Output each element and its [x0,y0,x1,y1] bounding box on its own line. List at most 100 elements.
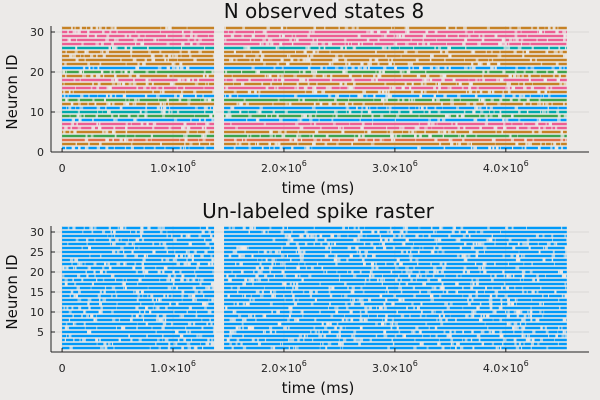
spike-gap [329,102,332,106]
spike-gap [194,82,199,86]
spike-gap [120,70,123,74]
spike-gap [225,94,226,98]
spike-gap [478,34,481,38]
spike-gap [175,254,178,258]
spike-gap [110,274,115,278]
spike-gap [166,34,168,38]
spike-gap [427,290,430,294]
spike-gap [213,110,216,114]
spike-gap [341,318,345,322]
spike-gap [508,274,512,278]
spike-gap [139,110,142,114]
spike-gap [243,46,247,50]
spike-gap [418,74,420,78]
spike-gap [199,118,201,122]
spike-gap [479,302,482,306]
spike-gap [228,254,232,258]
spike-gap [200,278,204,282]
spike-gap [477,42,479,46]
spike-gap [151,82,154,86]
spike-gap [225,306,228,310]
spike-gap [263,230,266,234]
spike-gap [368,298,372,302]
spike-gap [127,238,129,242]
spike-gap [559,74,561,78]
spike-gap [400,314,405,318]
spike-gap [523,254,526,258]
spike-gap [237,94,239,98]
spike-gap [68,334,70,338]
spike-gap [135,306,139,310]
spike-gap [529,94,531,98]
spike-gap [417,250,420,254]
spike-gap [194,34,198,38]
spike-gap [441,310,444,314]
spike-gap [509,26,512,30]
spike-gap [317,42,318,46]
spike-gap [525,226,527,230]
spike-gap [163,266,168,270]
spike-gap [400,134,402,138]
spike-gap [277,78,278,82]
spike-gap [564,294,568,298]
spike-gap [106,110,111,114]
spike-gap [299,118,301,122]
spike-gap [113,346,115,350]
spike-gap [195,346,197,350]
spike-gap [111,286,116,290]
spike-gap [513,50,517,54]
spike-gap [428,234,431,238]
spike-gap [527,334,528,338]
spike-gap [518,94,522,98]
spike-gap [360,230,363,234]
spike-gap [270,42,274,46]
spike-gap [364,278,367,282]
spike-gap [502,70,506,74]
spike-gap [427,278,431,282]
spike-gap [138,338,142,342]
spike-gap [310,62,312,66]
spike-gap [361,134,365,138]
spike-gap [451,122,453,126]
spike-gap [486,26,490,30]
spike-gap [307,230,309,234]
spike-gap [297,130,299,134]
spike-gap [420,106,424,110]
spike-gap [65,98,69,102]
spike-gap [104,286,107,290]
y-tick-label: 10 [30,106,44,119]
spike-gap [139,230,144,234]
spike-gap [238,142,242,146]
spike-gap [393,294,397,298]
spike-gap [82,230,84,234]
spike-gap [259,50,262,54]
spike-gap [125,130,128,134]
spike-gap [231,270,233,274]
spike-gap [398,286,402,290]
spike-gap [412,286,416,290]
spike-gap [286,102,288,106]
spike-gap [193,90,197,94]
spike-gap [63,90,66,94]
spike-gap [268,142,272,146]
spike-gap [542,294,544,298]
spike-gap [331,118,334,122]
spike-gap [392,342,395,346]
spike-gap [479,126,482,130]
spike-gap [314,90,318,94]
spike-gap [351,334,353,338]
spike-gap [316,82,318,86]
spike-gap [346,86,350,90]
spike-gap [538,98,541,102]
spike-gap [301,310,304,314]
spike-gap [132,82,136,86]
spike-gap [390,138,394,142]
spike-gap [526,98,530,102]
spike-gap [256,110,260,114]
spike-gap [543,310,545,314]
spike-gap [518,26,522,30]
spike-gap [188,306,192,310]
spike-gap [461,86,464,90]
spike-gap [299,70,301,74]
spike-gap [124,70,128,74]
